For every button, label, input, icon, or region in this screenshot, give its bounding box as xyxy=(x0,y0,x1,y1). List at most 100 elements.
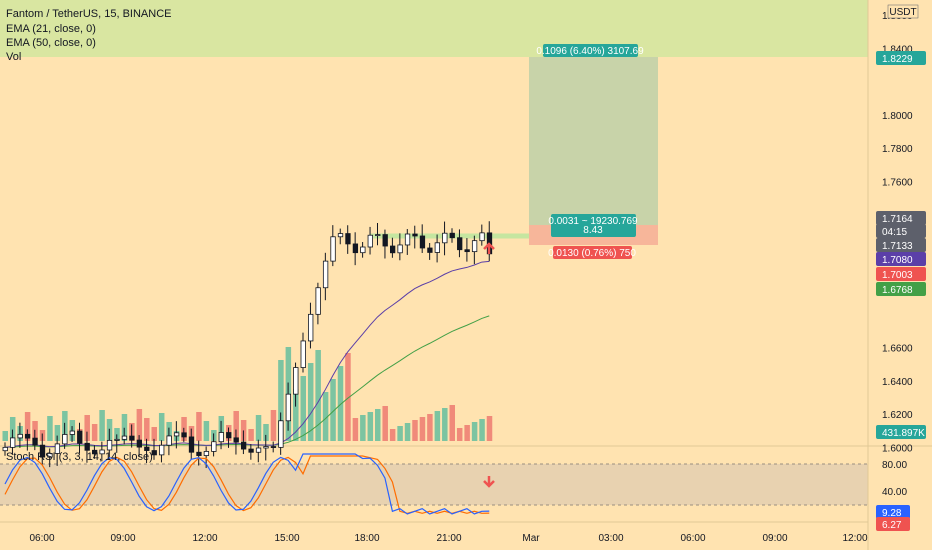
volume-bar xyxy=(248,429,254,441)
volume-bar xyxy=(158,413,165,441)
candle-down xyxy=(240,441,247,450)
legend-ema50[interactable]: EMA (50, close, 0) xyxy=(6,37,96,49)
volume-bar xyxy=(486,416,493,441)
currency-label[interactable]: USDT xyxy=(887,4,919,19)
candle-up xyxy=(404,233,411,246)
price-tag-text: 1.7164 xyxy=(882,214,913,225)
candle-up xyxy=(442,232,448,244)
volume-bar xyxy=(449,405,455,441)
volume-bar xyxy=(367,412,374,441)
volume-bar xyxy=(9,417,16,441)
volume-bar xyxy=(337,366,344,441)
candle-down xyxy=(181,432,187,438)
volume-bar xyxy=(54,425,61,441)
candle-down xyxy=(233,437,239,443)
stoch-tick-label: 80.00 xyxy=(882,460,907,471)
entry-label[interactable]: 0.0031 ~ 19230.769 8.43 xyxy=(548,214,638,237)
stoch-tags: 9.286.27 xyxy=(876,505,910,531)
volume-bar xyxy=(330,379,336,441)
time-tick-label: 09:00 xyxy=(762,533,787,544)
candle-down xyxy=(129,435,135,441)
legend-vol[interactable]: Vol xyxy=(6,51,22,63)
candle-up xyxy=(300,340,306,368)
volume-bar xyxy=(300,376,306,441)
time-axis[interactable]: 06:00 09:00 12:00 15:00 18:00 21:00 Mar 03:00 06… xyxy=(29,533,867,544)
price-tag-text: 1.7080 xyxy=(882,255,913,266)
volume-bar xyxy=(382,406,388,441)
stop-label[interactable]: 0.0130 (0.76%) 750 xyxy=(548,246,636,259)
volume-bar xyxy=(442,408,448,441)
candle-down xyxy=(457,237,463,251)
candle-down xyxy=(270,446,277,448)
volume-bar xyxy=(434,411,441,441)
legend-stoch-rsi[interactable]: Stoch RSI (3, 3, 14, 14, close) xyxy=(6,451,153,463)
candle-up xyxy=(173,432,180,437)
arrow-up-icon xyxy=(483,242,495,254)
legend-symbol[interactable]: Fantom / TetherUS, 15, BINANCE xyxy=(6,8,172,20)
price-tag-text: 1.7003 xyxy=(882,270,913,281)
volume-bar xyxy=(151,427,157,441)
volume-bar xyxy=(84,415,90,441)
price-tag: 431.897K xyxy=(876,425,926,439)
volume-bar xyxy=(479,419,485,441)
candle-up xyxy=(114,438,120,441)
price-tick-label: 1.7800 xyxy=(882,144,913,155)
volume-bar xyxy=(404,423,411,441)
volume-bar xyxy=(203,421,210,441)
legend-ema21[interactable]: EMA (21, close, 0) xyxy=(6,23,96,35)
candle-down xyxy=(39,444,46,458)
volume-bar xyxy=(471,422,478,441)
price-tag-text: 1.7133 xyxy=(882,241,913,252)
price-tag-text: 1.8229 xyxy=(882,54,913,65)
candle-down xyxy=(77,430,83,444)
volume-bar xyxy=(144,418,150,441)
time-tick-label: 09:00 xyxy=(110,533,135,544)
candle-up xyxy=(159,444,165,456)
price-tick-label: 1.6600 xyxy=(882,344,913,355)
candle-down xyxy=(464,249,470,253)
candle-up xyxy=(278,420,284,448)
volume-bars xyxy=(2,347,493,441)
candle-up xyxy=(315,287,321,315)
candle-up xyxy=(69,430,75,435)
price-tick-label: 1.8000 xyxy=(882,111,913,122)
long-target-zone[interactable] xyxy=(529,57,658,225)
price-tag-text: 04:15 xyxy=(882,227,907,238)
time-tick-label: 06:00 xyxy=(29,533,54,544)
candle-up xyxy=(2,446,8,452)
candle-up xyxy=(47,453,53,458)
stoch-axis[interactable]: 80.00 40.00 xyxy=(882,460,907,498)
volume-bar xyxy=(427,414,433,441)
candle-down xyxy=(419,235,426,249)
candle-up xyxy=(255,447,262,453)
candle-up xyxy=(293,367,299,395)
stop-label-text: 0.0130 (0.76%) 750 xyxy=(548,248,636,259)
candle-up xyxy=(17,433,23,439)
stoch-k-line xyxy=(4,453,490,515)
candle-up xyxy=(211,441,217,452)
price-tag: 1.7133 xyxy=(876,238,926,252)
candle-up xyxy=(10,437,16,448)
time-tick-label: 21:00 xyxy=(436,533,461,544)
price-tag: 1.6768 xyxy=(876,282,926,296)
time-tick-label: 03:00 xyxy=(598,533,623,544)
top-band xyxy=(0,0,868,57)
price-tag: 1.7003 xyxy=(876,267,926,281)
price-tag: 1.7080 xyxy=(876,252,926,266)
volume-bar xyxy=(464,425,470,441)
volume-bar xyxy=(412,420,418,441)
volume-bar xyxy=(397,426,403,441)
candle-up xyxy=(99,449,105,455)
candle-up xyxy=(203,451,210,456)
volume-bar xyxy=(121,414,128,441)
candle-up xyxy=(308,313,314,342)
stoch-tag-text: 9.28 xyxy=(882,508,902,519)
time-tick-label: 12:00 xyxy=(192,533,217,544)
volume-bar xyxy=(293,389,299,441)
candle-down xyxy=(24,433,31,439)
candle-down xyxy=(136,439,143,448)
price-tags: 1.8229 1.7164 04:15 1.7133 1.7080 1.7003 1.676… xyxy=(876,51,926,439)
candle-up xyxy=(322,260,329,289)
target-label[interactable]: 0.1096 (6.40%) 3107.69 xyxy=(536,44,644,57)
